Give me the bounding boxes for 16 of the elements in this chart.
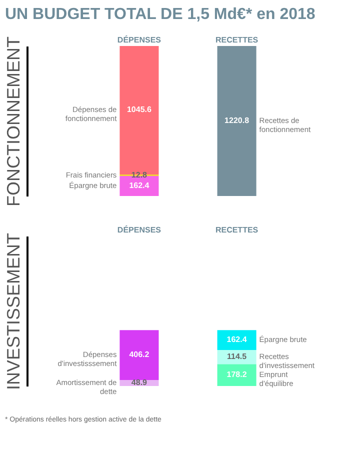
x-tick-label: DÉPENSES	[117, 34, 162, 44]
data-label: 12.8	[131, 170, 148, 180]
data-label: 162.4	[226, 335, 248, 344]
y-axis-title: INVESTISSEMENT	[4, 232, 24, 390]
data-label: 48.9	[131, 378, 148, 387]
chart-title: UN BUDGET TOTAL DE 1,5 Md€* en 2018	[5, 6, 316, 23]
data-label: 178.2	[226, 370, 248, 380]
data-label: 114.5	[227, 352, 248, 362]
data-label: 406.2	[129, 350, 150, 360]
data-label: 1220.8	[224, 116, 250, 125]
y-axis-title: FONCTIONNEMENT	[4, 36, 24, 206]
data-label: 162.4	[129, 181, 150, 190]
x-tick-label: DÉPENSES	[117, 224, 162, 234]
x-tick-label: RECETTES	[215, 36, 259, 44]
data-label: 1045.6	[126, 105, 152, 114]
x-tick-label: RECETTES	[215, 226, 259, 234]
